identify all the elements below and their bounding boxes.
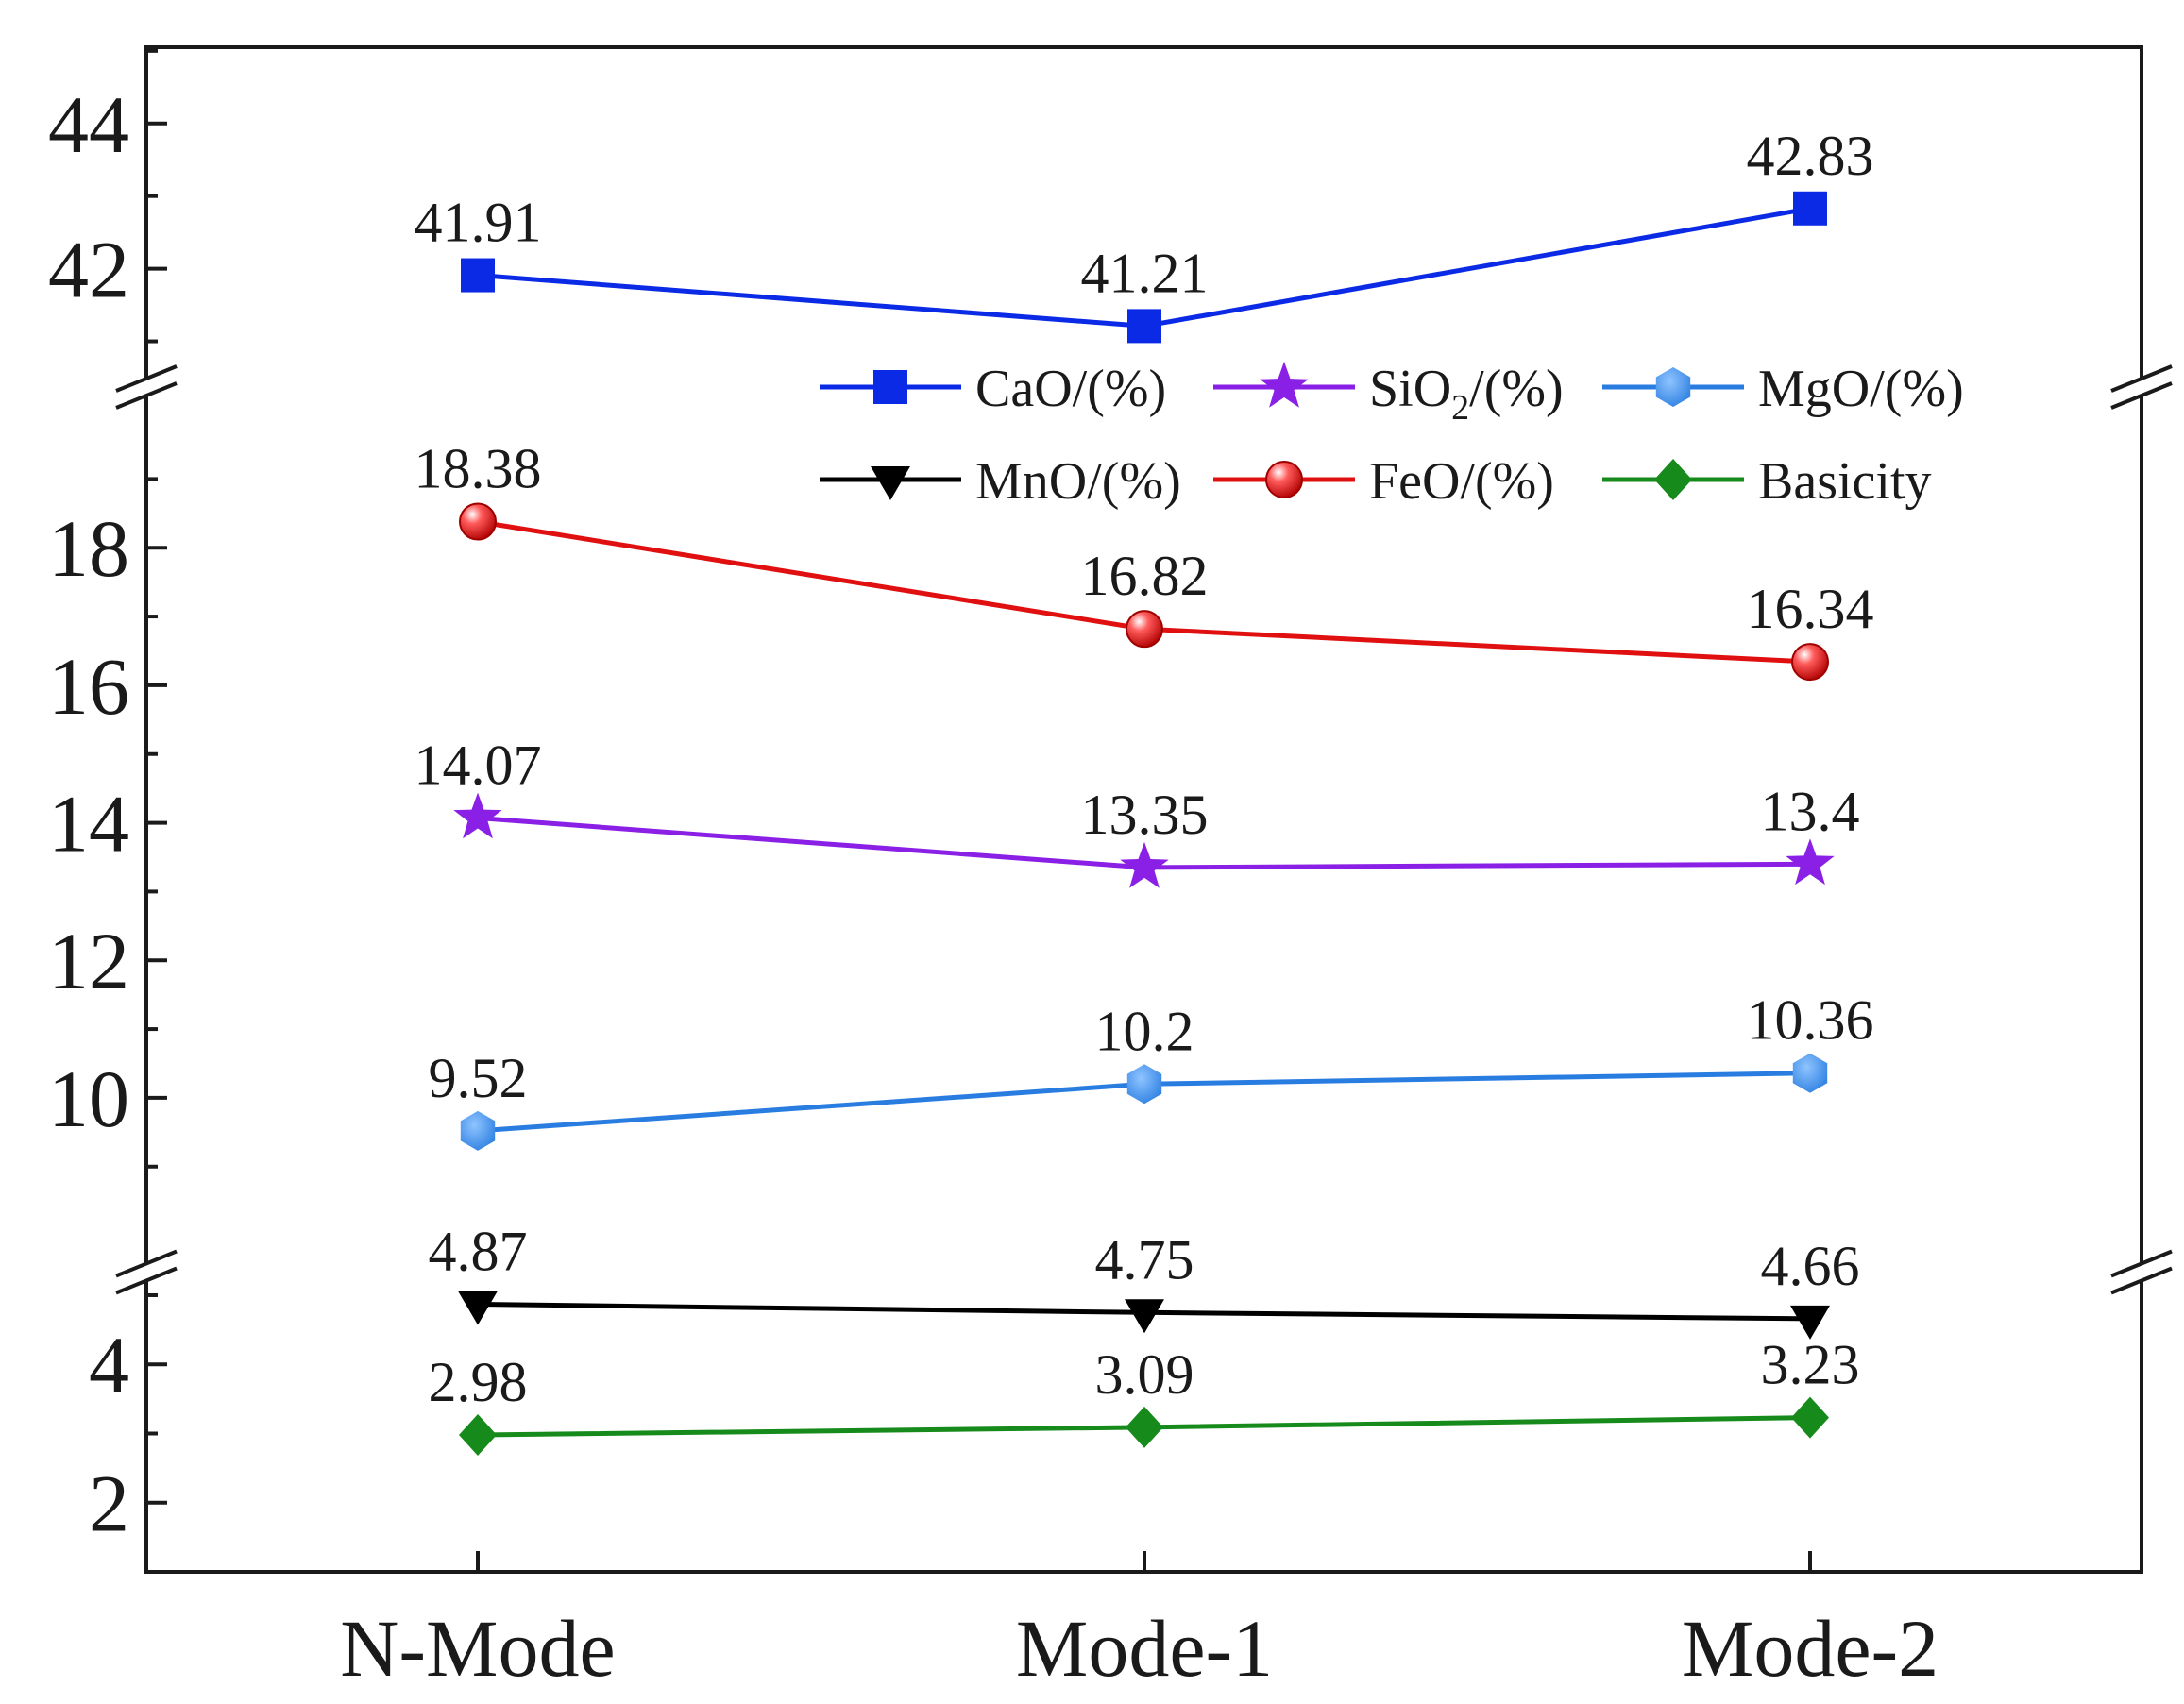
y-tick-label: 10 (48, 1054, 129, 1144)
data-point-cao (1127, 309, 1161, 344)
y-tick-label: 18 (48, 503, 129, 594)
data-point-cao (461, 258, 495, 293)
data-point-sio2 (1786, 838, 1835, 886)
x-category-label: Mode-2 (1682, 1603, 1939, 1694)
y-tick-label: 16 (48, 641, 129, 732)
data-labels: 41.91 41.21 42.83 14.07 13.35 13.4 9.52 10.2 10.… (415, 125, 1874, 1413)
y-tick-label: 4 (89, 1320, 129, 1410)
data-point-sio2 (1120, 841, 1169, 888)
data-label-mgo: 10.2 (1095, 1000, 1194, 1062)
data-label-sio2: 13.4 (1761, 780, 1860, 842)
data-label-cao: 42.83 (1747, 125, 1874, 187)
y-axis-ticks: 2 4 10 12 14 16 18 42 44 (48, 48, 167, 1574)
data-label-cao: 41.91 (415, 192, 542, 254)
legend-marker-feo (1265, 461, 1303, 498)
axis-breaks (115, 364, 2173, 1295)
data-point-mno (1125, 1299, 1164, 1334)
y-tick-label: 44 (48, 79, 129, 170)
series-layer (453, 191, 1835, 1456)
data-label-feo: 16.34 (1747, 578, 1874, 640)
data-label-mgo: 9.52 (429, 1047, 528, 1109)
data-point-basicity (459, 1413, 497, 1456)
data-point-sio2 (453, 792, 502, 839)
axis-break-mark (115, 1266, 178, 1295)
axis-break-mark (115, 381, 178, 410)
data-point-mgo (1792, 1053, 1828, 1093)
y-tick-label: 14 (48, 779, 129, 869)
data-label-mno: 4.75 (1095, 1228, 1194, 1291)
data-point-feo (459, 502, 497, 541)
axis-break-mark (2110, 1249, 2173, 1278)
axis-break-mark (2110, 381, 2173, 410)
legend-marker-sio2 (1260, 362, 1309, 408)
legend-marker-mgo (1655, 367, 1691, 407)
legend-label-mgo: MgO/(%) (1758, 360, 1964, 418)
y-tick-label: 12 (48, 916, 129, 1006)
data-label-cao: 41.21 (1081, 242, 1209, 304)
data-label-basicity: 3.23 (1761, 1334, 1860, 1396)
legend: CaO/(%) SiO2/(%) MgO/(%) MnO/(%) FeO/(%) Basi… (820, 360, 1964, 511)
legend-label-feo: FeO/(%) (1369, 452, 1554, 511)
data-point-cao (1793, 191, 1827, 226)
axis-break-mark (2110, 1266, 2173, 1295)
data-point-mgo (1126, 1064, 1162, 1105)
legend-marker-cao (873, 370, 907, 404)
data-label-mno: 4.66 (1761, 1235, 1860, 1297)
data-point-mgo (460, 1110, 496, 1151)
data-label-feo: 18.38 (415, 438, 542, 500)
data-label-sio2: 13.35 (1081, 784, 1209, 846)
axis-break-mark (115, 1249, 178, 1278)
data-label-sio2: 14.07 (415, 734, 542, 796)
data-label-basicity: 3.09 (1095, 1343, 1194, 1406)
data-point-feo (1791, 643, 1829, 682)
x-category-label: Mode-1 (1016, 1603, 1273, 1694)
data-label-mno: 4.87 (429, 1221, 528, 1283)
data-point-mno (458, 1291, 498, 1325)
data-label-basicity: 2.98 (429, 1351, 528, 1413)
axis-break-mark (115, 364, 178, 393)
x-category-label: N-Mode (340, 1603, 615, 1694)
data-label-mgo: 10.36 (1747, 989, 1874, 1052)
y-tick-label: 2 (89, 1459, 129, 1549)
x-axis: N-Mode Mode-1 Mode-2 (340, 1551, 1939, 1694)
data-point-basicity (1126, 1406, 1163, 1448)
y-tick-label: 42 (48, 225, 129, 315)
data-point-mno (1790, 1305, 1830, 1340)
data-point-feo (1126, 610, 1163, 649)
legend-marker-basicity (1654, 459, 1692, 500)
axis-break-mark (2110, 364, 2173, 393)
legend-label-sio2: SiO2/(%) (1369, 360, 1564, 428)
legend-label-mno: MnO/(%) (975, 452, 1181, 511)
legend-label-basicity: Basicity (1758, 452, 1932, 511)
data-point-basicity (1791, 1396, 1829, 1439)
legend-label-cao: CaO/(%) (975, 360, 1166, 418)
legend-marker-mno (871, 466, 910, 500)
data-label-feo: 16.82 (1081, 545, 1209, 607)
